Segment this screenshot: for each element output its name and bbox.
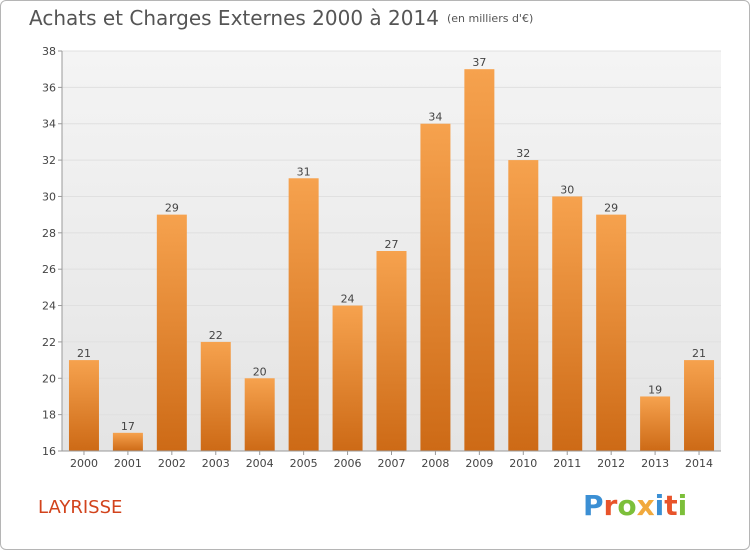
bar-2003 <box>200 341 231 451</box>
y-tick-label: 24 <box>42 300 56 313</box>
labels: 16 18 20 22 24 26 28 30 32 34 36 38 2000 21 2001 17 2002… <box>42 45 713 470</box>
data-label: 29 <box>604 202 618 215</box>
bar-2014 <box>684 360 715 451</box>
x-tick-label: 2010 <box>509 457 537 470</box>
logo-letter: o <box>617 489 637 522</box>
x-tick-label: 2014 <box>685 457 713 470</box>
data-label: 19 <box>648 383 662 396</box>
bar-2010 <box>508 160 539 451</box>
y-tick-label: 32 <box>42 154 56 167</box>
x-tick-label: 2012 <box>597 457 625 470</box>
bar-2002 <box>156 214 187 451</box>
x-tick-label: 2002 <box>158 457 186 470</box>
bar-2009 <box>464 69 495 451</box>
y-tick-label: 18 <box>42 409 56 422</box>
bar-2012 <box>596 214 627 451</box>
data-label: 34 <box>428 111 442 124</box>
bar-2008 <box>420 123 451 452</box>
y-tick-label: 20 <box>42 372 56 385</box>
bar-2013 <box>640 396 671 451</box>
logo-letter: i <box>654 489 665 522</box>
data-label: 24 <box>341 293 355 306</box>
x-tick-label: 2013 <box>641 457 669 470</box>
y-tick-label: 28 <box>42 227 56 240</box>
y-tick-label: 36 <box>42 81 56 94</box>
data-label: 22 <box>209 329 223 342</box>
y-tick-label: 38 <box>42 45 56 58</box>
x-tick-label: 2007 <box>378 457 406 470</box>
data-label: 30 <box>560 183 574 196</box>
logo-letter: r <box>603 489 618 522</box>
data-label: 37 <box>472 56 486 69</box>
logo-letter: P <box>583 489 604 522</box>
data-label: 20 <box>253 365 267 378</box>
x-tick-label: 2009 <box>465 457 493 470</box>
logo-letter: t <box>664 489 678 522</box>
logo-letter: i <box>677 489 688 522</box>
bar-2004 <box>244 378 275 451</box>
bar-2001 <box>112 432 143 451</box>
y-tick-label: 30 <box>42 190 56 203</box>
x-tick-label: 2006 <box>334 457 362 470</box>
bar-2006 <box>332 305 363 451</box>
axes <box>58 50 721 455</box>
bar-2005 <box>288 178 319 452</box>
data-label: 21 <box>77 347 91 360</box>
y-tick-label: 16 <box>42 445 56 458</box>
data-label: 31 <box>297 165 311 178</box>
bar-2011 <box>552 196 583 451</box>
x-tick-label: 2000 <box>70 457 98 470</box>
bar-2000 <box>68 360 99 451</box>
commune-name: LAYRISSE <box>38 497 123 518</box>
data-label: 29 <box>165 202 179 215</box>
x-tick-label: 2005 <box>290 457 318 470</box>
x-tick-label: 2011 <box>553 457 581 470</box>
chart-title: Achats et Charges Externes 2000 à 2014 (e… <box>29 6 533 30</box>
chart-unit: (en milliers d'€) <box>446 12 534 25</box>
x-tick-label: 2001 <box>114 457 142 470</box>
data-label: 21 <box>692 347 706 360</box>
y-tick-label: 22 <box>42 336 56 349</box>
x-tick-label: 2008 <box>421 457 449 470</box>
data-label: 17 <box>121 420 135 433</box>
logo-letter: x <box>636 489 655 522</box>
bar-2007 <box>376 251 407 451</box>
x-tick-label: 2004 <box>246 457 274 470</box>
data-label: 27 <box>385 238 399 251</box>
proxiti-logo: Proxiti <box>583 489 687 522</box>
bars <box>68 69 715 452</box>
data-label: 32 <box>516 147 530 160</box>
y-tick-label: 26 <box>42 263 56 276</box>
y-tick-label: 34 <box>42 118 56 131</box>
chart-title-text: Achats et Charges Externes 2000 à 2014 <box>29 6 439 30</box>
x-tick-label: 2003 <box>202 457 230 470</box>
